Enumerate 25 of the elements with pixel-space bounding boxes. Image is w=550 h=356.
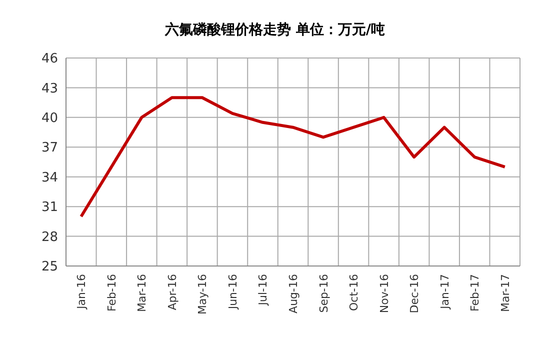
x-tick-label: Feb-17 [468, 274, 482, 312]
y-tick-label: 28 [41, 230, 58, 245]
x-tick-label: Aug-16 [287, 274, 300, 314]
y-tick-label: 25 [41, 260, 58, 275]
x-tick-label: Jun-16 [226, 274, 240, 310]
x-tick-label: Dec-16 [408, 274, 422, 314]
y-tick-label: 43 [41, 81, 58, 96]
x-tick-label: Mar-16 [136, 274, 149, 312]
x-tick-label: Apr-16 [166, 274, 179, 310]
x-tick-label: Oct-16 [348, 274, 361, 311]
x-tick-label: Jan-17 [438, 274, 452, 310]
x-tick-label: Mar-17 [498, 274, 512, 312]
y-tick-label: 46 [41, 52, 58, 67]
y-tick-label: 34 [41, 170, 58, 186]
x-tick-label: May-16 [196, 274, 210, 315]
y-tick-label: 31 [41, 200, 58, 216]
x-tick-label: Jul-16 [256, 274, 270, 306]
y-tick-label: 40 [41, 110, 58, 126]
chart-title: 六氟磷酸锂价格走势 单位：万元/吨 [164, 21, 385, 38]
x-tick-label: Feb-16 [105, 274, 118, 312]
x-tick-label: Nov-16 [378, 274, 391, 314]
x-tick-label: Sep-16 [317, 274, 330, 313]
line-series [80, 96, 506, 218]
y-tick-label: 37 [41, 140, 58, 156]
x-tick-label: Jan-16 [75, 274, 88, 310]
